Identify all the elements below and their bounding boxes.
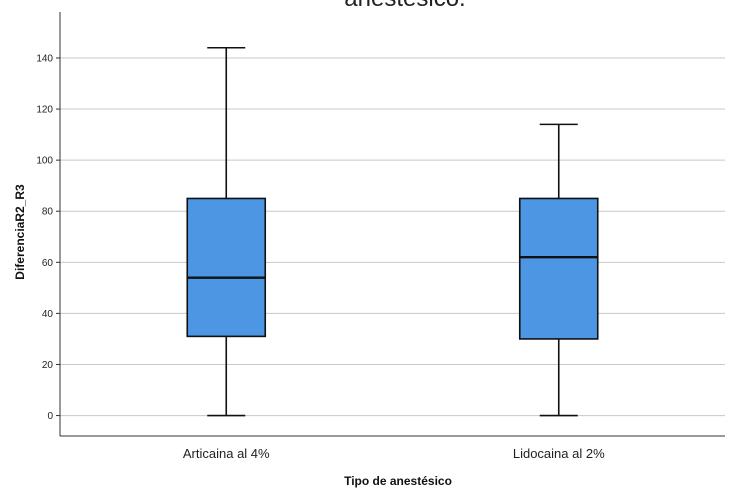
x-category-labels: Articaina al 4% Lidocaina al 2%: [183, 446, 605, 461]
y-tick-label: 80: [42, 207, 54, 218]
y-tick-labels: 0 20 40 60 80 100 120 140: [36, 53, 60, 422]
y-tick-label: 140: [36, 53, 53, 64]
y-tick-label: 120: [36, 105, 53, 116]
y-tick-label: 60: [42, 258, 54, 269]
boxes: [186, 46, 599, 417]
chart-title: anestésico.: [344, 0, 465, 12]
x-category-label: Articaina al 4%: [183, 446, 270, 461]
x-axis-title: Tipo de anestésico: [344, 474, 452, 488]
iqr-box: [186, 197, 267, 338]
y-tick-label: 40: [42, 309, 54, 320]
y-tick-label: 100: [36, 156, 53, 167]
box-1: [186, 46, 267, 417]
box-2: [518, 123, 599, 417]
x-category-label: Lidocaina al 2%: [513, 446, 605, 461]
iqr-box: [518, 197, 599, 340]
y-tick-label: 20: [42, 360, 54, 371]
y-tick-label: 0: [47, 411, 53, 422]
gridlines: [60, 57, 725, 417]
y-axis-title: DiferenciaR2_R3: [13, 184, 27, 280]
